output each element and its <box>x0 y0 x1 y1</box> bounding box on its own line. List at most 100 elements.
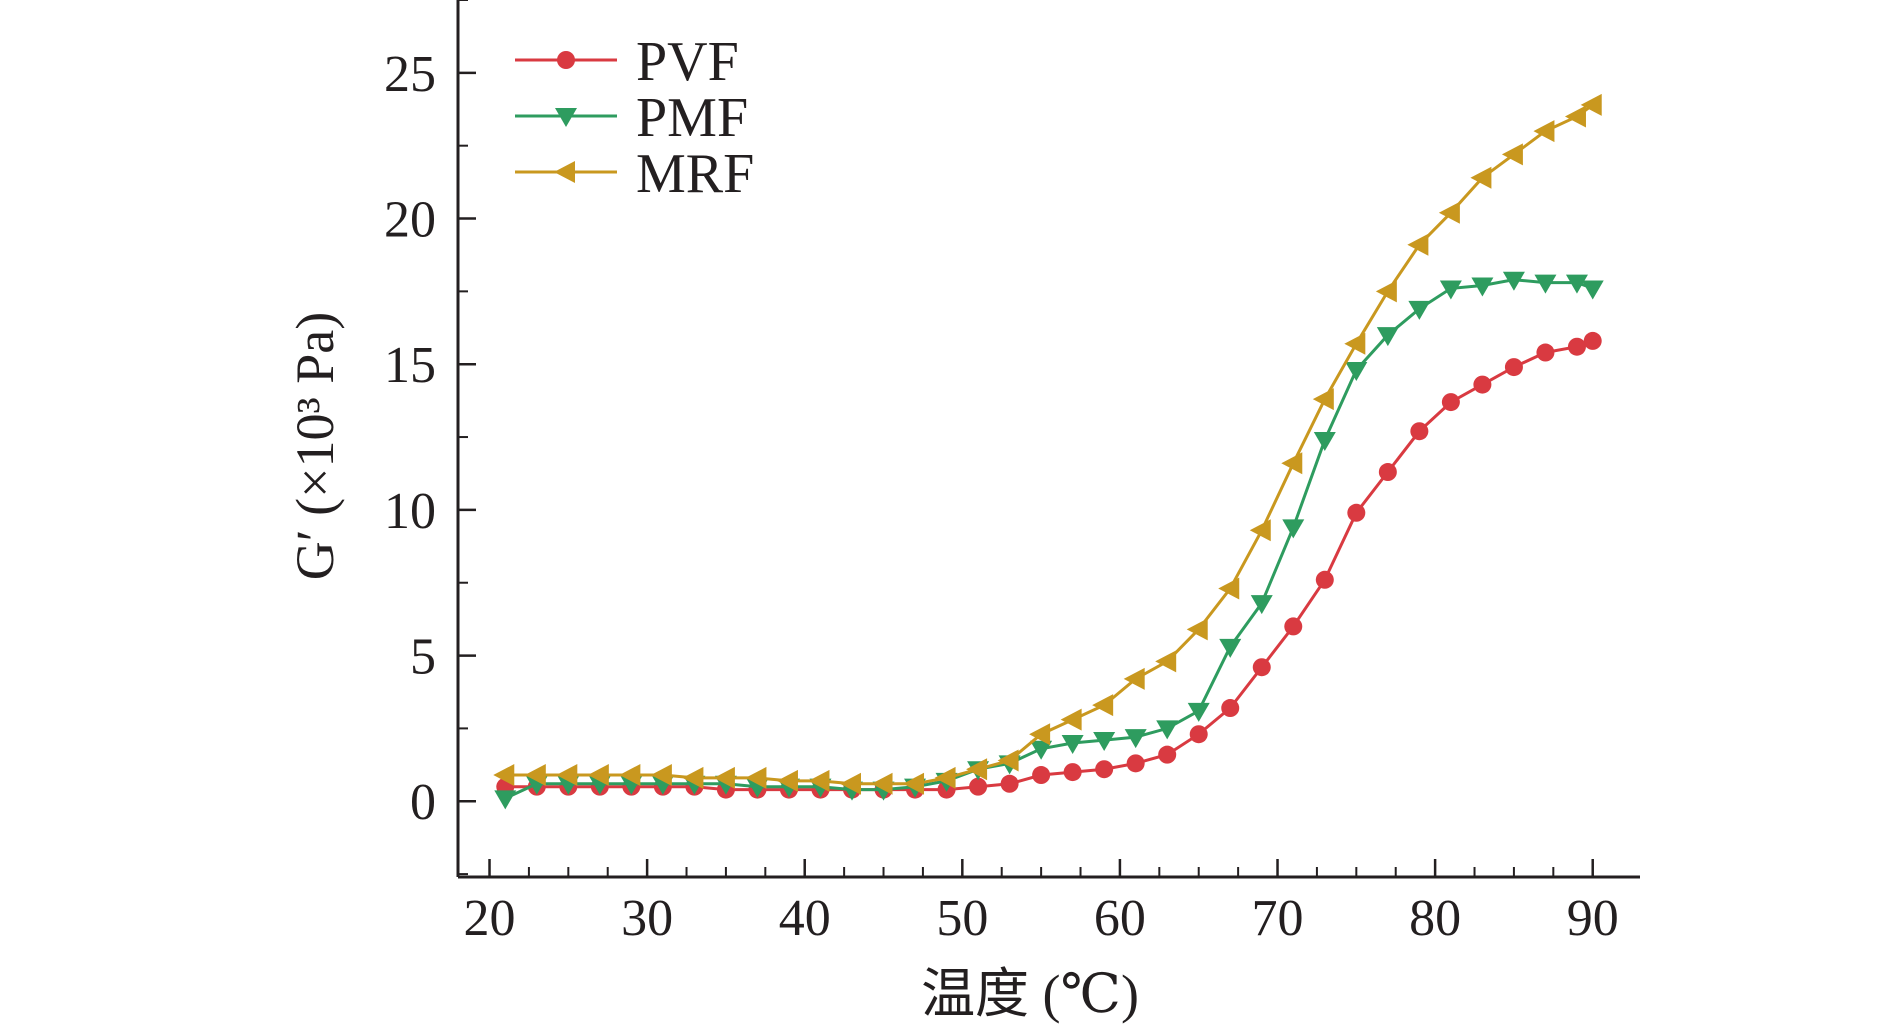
y-tick-label: 0 <box>410 774 436 831</box>
data-point-pmf <box>1282 519 1305 539</box>
legend-marker <box>557 51 575 69</box>
y-tick-label: 10 <box>384 483 436 540</box>
data-point-pmf <box>1581 280 1604 300</box>
data-point-mrf <box>587 764 609 787</box>
legend-label: PMF <box>636 87 748 149</box>
data-point-mrf <box>1438 201 1460 224</box>
x-tick-label: 40 <box>779 890 831 947</box>
data-point-mrf <box>1580 93 1602 116</box>
data-point-pvf <box>1158 745 1177 764</box>
data-point-pmf <box>1124 729 1147 749</box>
data-point-pvf <box>1063 763 1082 782</box>
data-point-mrf <box>619 764 641 787</box>
x-axis-title: 温度 (℃) <box>921 964 1139 1024</box>
legend-marker <box>555 108 577 127</box>
series-layer <box>493 93 1604 810</box>
data-point-pvf <box>1252 658 1271 677</box>
data-point-mrf <box>776 769 798 792</box>
series-mrf <box>493 93 1602 795</box>
legend-item-mrf: MRF <box>515 143 754 205</box>
data-point-mrf <box>1375 280 1397 303</box>
data-point-pmf <box>1376 327 1399 347</box>
data-point-pvf <box>1567 337 1586 356</box>
data-point-mrf <box>524 764 546 787</box>
data-point-pmf <box>1565 274 1588 294</box>
x-tick-label: 30 <box>621 890 673 947</box>
series-line-mrf <box>505 103 1594 786</box>
data-point-mrf <box>1564 105 1586 128</box>
data-point-pvf <box>1000 774 1019 793</box>
data-point-mrf <box>556 764 578 787</box>
data-point-pvf <box>1032 766 1051 785</box>
data-point-mrf <box>1344 332 1366 355</box>
y-tick-label: 5 <box>410 629 436 686</box>
series-line-pmf <box>504 278 1594 800</box>
x-tick-label: 70 <box>1252 890 1304 947</box>
data-point-mrf <box>1312 388 1334 411</box>
y-tick-label: 25 <box>384 46 436 103</box>
data-point-pmf <box>1187 702 1210 722</box>
data-point-mrf <box>493 764 515 787</box>
data-point-pmf <box>1061 734 1084 754</box>
legend-label: PVF <box>636 31 739 93</box>
data-point-pmf <box>1156 720 1179 740</box>
data-point-mrf <box>934 766 956 789</box>
x-tick-label: 50 <box>936 890 988 947</box>
data-point-mrf <box>1407 233 1429 256</box>
data-point-pvf <box>1410 422 1429 441</box>
data-point-pmf <box>1219 638 1242 658</box>
data-point-pmf <box>1502 271 1525 291</box>
data-point-mrf <box>1155 650 1177 673</box>
data-point-mrf <box>840 772 861 795</box>
series-line-pvf <box>505 339 1594 792</box>
data-point-mrf <box>1029 723 1051 746</box>
data-point-pvf <box>1315 570 1334 589</box>
data-point-mrf <box>966 758 988 781</box>
data-point-mrf <box>650 764 672 787</box>
y-axis-title: G′ (×10³ Pa) <box>285 312 345 580</box>
data-point-mrf <box>682 766 704 789</box>
data-point-pvf <box>1189 725 1208 744</box>
data-point-pvf <box>1473 375 1492 394</box>
data-point-pvf <box>1126 754 1145 773</box>
legend-item-pvf: PVF <box>515 31 739 93</box>
data-point-pvf <box>1504 358 1523 377</box>
data-point-pmf <box>1408 300 1431 320</box>
legend-marker <box>554 161 575 183</box>
data-point-pvf <box>1284 617 1303 636</box>
data-point-mrf <box>1186 618 1208 641</box>
y-tick-label: 20 <box>384 192 436 249</box>
data-point-mrf <box>713 766 735 789</box>
data-point-pvf <box>1095 760 1114 779</box>
data-point-pmf <box>1313 431 1336 451</box>
data-point-mrf <box>1533 120 1555 143</box>
x-tick-label: 90 <box>1567 890 1619 947</box>
data-point-pvf <box>1536 343 1555 362</box>
data-point-mrf <box>1060 708 1082 731</box>
data-point-mrf <box>871 772 893 795</box>
data-point-pvf <box>969 777 988 796</box>
data-point-mrf <box>745 766 767 789</box>
x-tick-label: 80 <box>1409 890 1461 947</box>
data-point-pvf <box>1583 331 1602 350</box>
data-point-pmf <box>494 790 517 810</box>
data-point-pmf <box>1345 362 1368 382</box>
data-point-mrf <box>808 769 830 792</box>
legend-label: MRF <box>636 143 754 205</box>
series-pvf <box>496 331 1602 799</box>
data-point-mrf <box>997 749 1019 772</box>
data-point-mrf <box>1218 577 1240 600</box>
x-tick-label: 20 <box>464 890 516 947</box>
data-point-mrf <box>1501 143 1523 166</box>
data-point-pmf <box>1030 740 1053 760</box>
data-point-pvf <box>1347 503 1366 522</box>
data-point-pvf <box>1221 699 1240 718</box>
data-point-mrf <box>1470 166 1492 189</box>
data-point-pmf <box>1093 732 1116 752</box>
data-point-pvf <box>1441 393 1460 412</box>
data-point-pmf <box>1534 274 1557 294</box>
data-point-mrf <box>1249 519 1271 542</box>
data-point-pvf <box>1378 463 1397 482</box>
